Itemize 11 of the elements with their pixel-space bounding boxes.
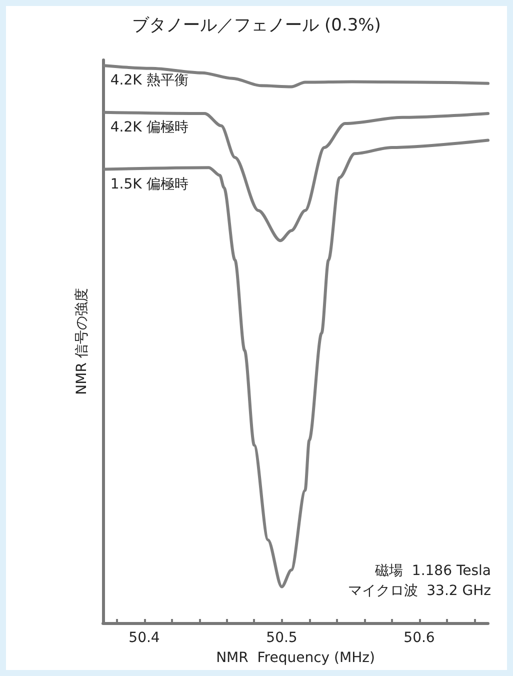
x-axis-title: NMR Frequency (MHz) bbox=[216, 650, 375, 666]
series-label: 4.2K 熱平衡 bbox=[110, 72, 188, 89]
y-axis-title: NMR 信号の強度 bbox=[74, 288, 90, 395]
x-tick-label: 50.6 bbox=[404, 630, 435, 646]
annotation: 磁場 1.186 Tesla bbox=[374, 563, 492, 579]
x-tick-label: 50.4 bbox=[128, 630, 160, 646]
series-label: 4.2K 偏極時 bbox=[110, 119, 188, 136]
annotation: マイクロ波 33.2 GHz bbox=[348, 583, 492, 599]
chart-title: ブタノール／フェノール (0.3%) bbox=[132, 16, 381, 36]
x-tick-label: 50.5 bbox=[266, 630, 298, 646]
series-label: 1.5K 偏極時 bbox=[110, 176, 188, 192]
